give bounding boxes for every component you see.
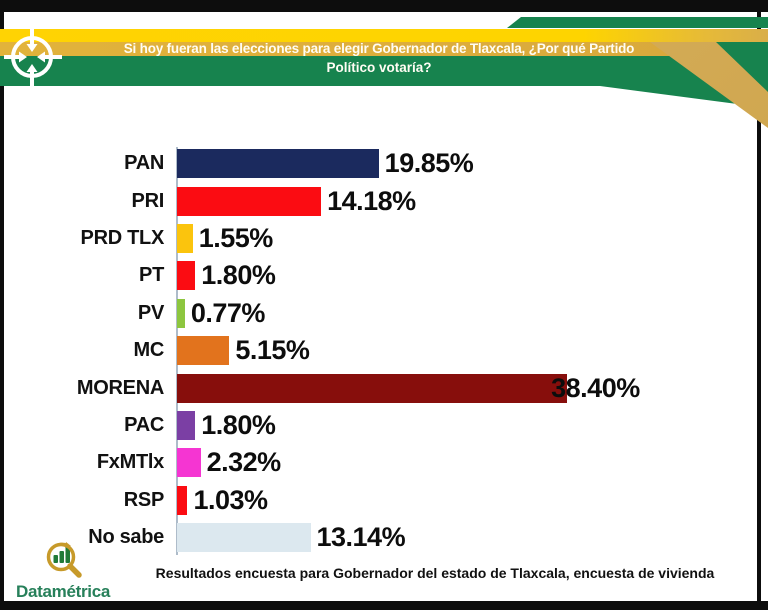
value-label: 1.80% [201, 260, 276, 291]
bar-morena [177, 373, 568, 403]
value-label: 19.85% [384, 148, 474, 179]
bar-pv [177, 298, 185, 328]
bar-rsp [177, 485, 188, 515]
header-title-line2: Político votaría? [326, 60, 432, 75]
chart-row: MORENA 38.40% [0, 369, 768, 406]
crosshair-target-icon [2, 26, 64, 88]
bar-chart: PAN 19.85% PRI 14.18% PRD TLX 1.55% PT 1.80% PV 0… [0, 145, 768, 556]
party-label: MORENA [76, 376, 164, 399]
chart-row: MC 5.15% [0, 332, 768, 369]
chart-row: No sabe 13.14% [0, 519, 768, 556]
frame-right-bar [757, 0, 761, 610]
header-title: Si hoy fueran las elecciones para elegir… [48, 42, 710, 76]
bar-pt [177, 261, 196, 291]
datametrica-logo: Datamétrica [6, 541, 120, 602]
value-label: 14.18% [327, 185, 416, 216]
value-label: 5.15% [235, 335, 310, 366]
chart-row: PRI 14.18% [0, 182, 768, 219]
chart-row: PRD TLX 1.55% [0, 220, 768, 257]
bar-pri [177, 186, 322, 216]
chart-row: PV 0.77% [0, 295, 768, 332]
bar-mc [177, 336, 230, 366]
value-label: 38.40% [551, 372, 640, 403]
header-gold-band [0, 42, 672, 56]
value-label: 1.80% [201, 409, 276, 440]
party-label: RSP [123, 488, 165, 511]
footer-caption: Resultados encuesta para Gobernador del … [155, 565, 715, 581]
value-label: 0.77% [190, 297, 266, 328]
bar-pac [177, 410, 196, 440]
bar-no-sabe [177, 523, 311, 553]
frame-bottom-bar [0, 601, 768, 610]
party-label: PAN [124, 152, 164, 175]
party-label: PT [139, 264, 164, 287]
chart-row: PAC 1.80% [0, 407, 768, 444]
party-label: MC [133, 339, 164, 362]
party-label: No sabe [88, 526, 164, 549]
party-label: PRI [131, 189, 165, 212]
frame-left-bar [0, 0, 4, 610]
value-label: 13.14% [316, 522, 406, 553]
chart-row: PT 1.80% [0, 257, 768, 294]
chart-row: FxMTlx 2.32% [0, 444, 768, 481]
value-label: 1.03% [193, 484, 268, 515]
header-green-top-stripe [507, 17, 768, 28]
magnifier-bar-chart-icon [35, 542, 91, 583]
chart-row: PAN 19.85% [0, 145, 768, 182]
bar-pan [177, 149, 379, 179]
bar-prd-tlx [177, 223, 193, 253]
header-yellow-stripe [0, 29, 768, 42]
party-label: PRD TLX [80, 226, 165, 249]
party-label: FxMTlx [96, 451, 164, 474]
value-label: 2.32% [206, 447, 282, 478]
party-label: PAC [124, 413, 164, 436]
header-title-line1: Si hoy fueran las elecciones para elegir… [123, 41, 635, 56]
frame-top-bar [0, 0, 768, 12]
chart-row: RSP 1.03% [0, 482, 768, 519]
value-label: 1.55% [198, 222, 274, 253]
logo-text: Datamétrica [15, 582, 111, 601]
bar-fxmtlx [177, 448, 201, 478]
party-label: PV [137, 301, 164, 324]
